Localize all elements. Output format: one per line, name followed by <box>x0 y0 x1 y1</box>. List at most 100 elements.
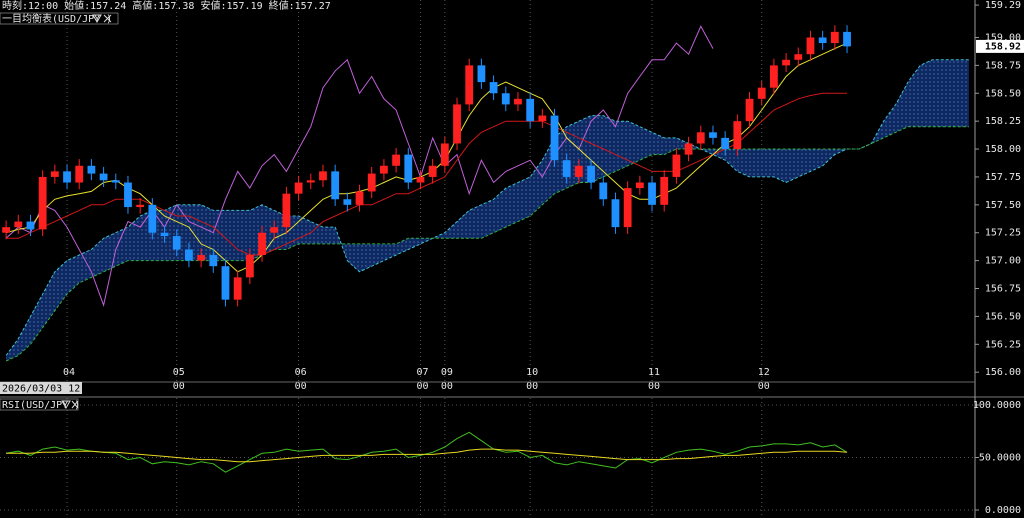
candle-body <box>428 165 437 177</box>
y-tick-label: 157.00 <box>985 256 1021 267</box>
candle-body <box>38 176 47 230</box>
x-tick-label: 07 <box>416 367 428 378</box>
x-tick-sublabel: 00 <box>758 381 770 392</box>
tenkan-line <box>5 42 848 273</box>
candle-body <box>818 37 827 44</box>
candle-body <box>2 227 10 233</box>
candle-body <box>635 182 644 189</box>
y-tick-label: 0.0000 <box>985 505 1021 516</box>
candle-body <box>331 171 340 200</box>
y-tick-label: 158.75 <box>985 60 1021 71</box>
candle-body <box>124 182 132 208</box>
cursor-time-box <box>0 382 82 394</box>
candle-body <box>160 232 169 237</box>
x-tick-label: 12 <box>758 367 770 378</box>
candle-body <box>648 182 656 205</box>
indicator-label: 一目均衡表(USD/JPY ) <box>2 12 112 25</box>
candle-body <box>782 59 790 66</box>
candle-body <box>660 176 669 205</box>
candle-body <box>477 65 486 83</box>
x-tick-label: 05 <box>173 367 185 378</box>
y-tick-label: 158.50 <box>985 88 1021 99</box>
candle-body <box>770 65 778 88</box>
candle-body <box>526 98 535 122</box>
x-tick-sublabel: 00 <box>526 381 538 392</box>
candle-body <box>550 115 559 161</box>
candle-body <box>197 255 205 261</box>
candle-body <box>306 180 315 183</box>
indicator-label-box <box>0 12 119 25</box>
candle-body <box>185 249 193 261</box>
y-tick-label: 158.25 <box>985 116 1021 127</box>
close-icon[interactable] <box>71 400 79 409</box>
candle-body <box>611 199 620 228</box>
rsi-label-box <box>0 398 79 411</box>
status-line: 時刻:12:00 始値:157.24 高値:157.38 安値:157.19 終… <box>2 0 331 12</box>
candle-body <box>453 104 461 144</box>
ichimoku-cloud <box>6 59 969 362</box>
candle-body <box>99 173 108 181</box>
candle-body <box>745 98 754 122</box>
x-tick-sublabel: 00 <box>173 381 185 392</box>
rsi-line <box>6 431 848 473</box>
candle-body <box>367 173 376 192</box>
candle-body <box>575 165 583 177</box>
candle-body <box>440 143 449 166</box>
candle-body <box>562 160 571 177</box>
y-tick-label: 100.0000 <box>973 400 1021 411</box>
candle-body <box>26 221 35 230</box>
candle-body <box>794 54 803 60</box>
y-tick-label: 156.00 <box>985 367 1021 378</box>
candle-body <box>489 82 498 94</box>
close-icon[interactable] <box>103 14 112 23</box>
x-tick-label: 09 <box>441 367 453 378</box>
last-price-box <box>976 39 1024 53</box>
rsi-line <box>6 448 848 463</box>
y-tick-label: 156.75 <box>985 284 1021 295</box>
candle-body <box>343 199 352 205</box>
x-tick-sublabel: 00 <box>441 381 453 392</box>
y-tick-label: 157.25 <box>985 228 1021 239</box>
candle-body <box>355 191 364 205</box>
candle-body <box>721 137 730 150</box>
kijun-line <box>6 92 847 256</box>
collapse-icon[interactable] <box>92 14 102 24</box>
candle-body <box>87 165 96 174</box>
x-tick-label: 04 <box>63 367 75 378</box>
candle-body <box>709 132 717 138</box>
rsi-pane: 0.0000 50.0000 100.0000 <box>0 400 1021 516</box>
span-b-line <box>5 126 969 362</box>
candle-body <box>380 165 388 174</box>
candle-body <box>672 154 681 177</box>
candle-body <box>806 37 815 55</box>
y-tick-label: 156.50 <box>985 311 1021 322</box>
candle-body <box>404 154 413 183</box>
candle-body <box>14 221 23 228</box>
candle-body <box>136 204 145 208</box>
x-tick-label: 10 <box>526 367 538 378</box>
candle-body <box>50 171 59 177</box>
candle-body <box>416 176 425 183</box>
candle-body <box>514 98 522 105</box>
x-tick-sublabel: 00 <box>416 381 428 392</box>
x-tick-sublabel: 00 <box>295 381 307 392</box>
y-tick-label: 156.25 <box>985 339 1021 350</box>
candle-body <box>63 171 71 183</box>
candle-body <box>696 132 705 144</box>
rsi-label: RSI(USD/JPY ) <box>2 400 80 411</box>
chikou-line <box>5 25 714 307</box>
y-tick-label: 157.50 <box>985 200 1021 211</box>
collapse-icon[interactable] <box>61 400 71 410</box>
x-tick-label: 06 <box>295 367 307 378</box>
candle-body <box>221 266 230 300</box>
candle-body <box>111 180 120 183</box>
candle-body <box>733 121 742 150</box>
candle-body <box>148 204 157 233</box>
candle-body <box>75 165 84 183</box>
candle-body <box>587 165 595 183</box>
last-price-label: 158.92 <box>985 41 1021 52</box>
candle-body <box>233 277 242 300</box>
candle-body <box>282 193 291 228</box>
